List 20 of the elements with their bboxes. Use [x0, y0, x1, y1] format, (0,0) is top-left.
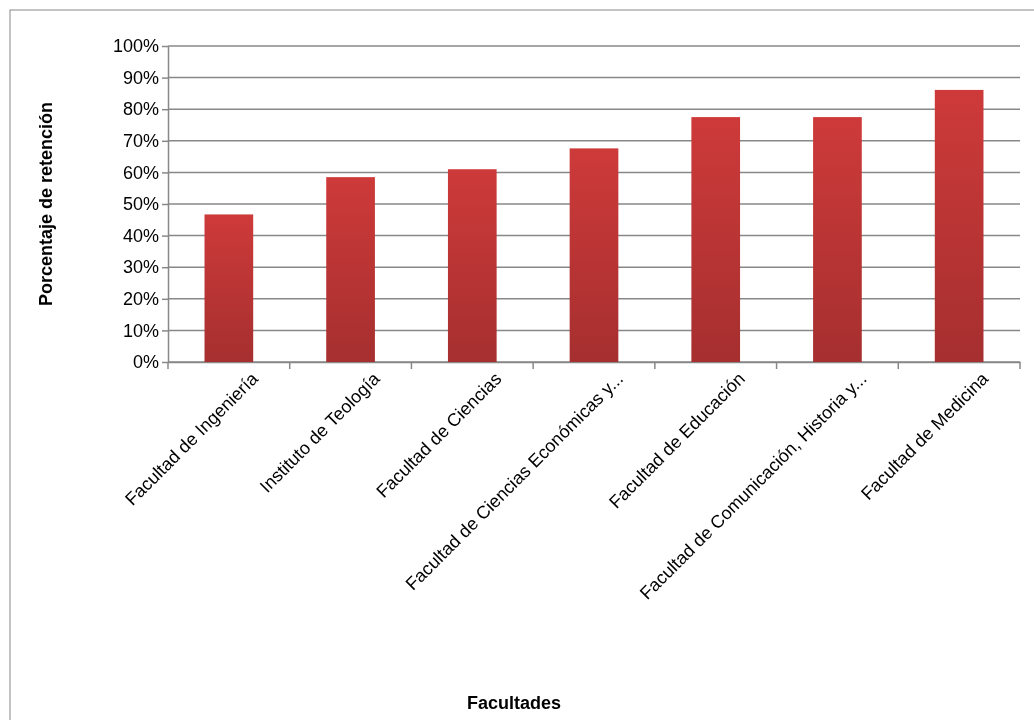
y-tick-label: 80% — [122, 99, 159, 120]
bar — [813, 117, 862, 362]
y-axis-title: Porcentaje de retención — [36, 101, 56, 307]
bar — [204, 214, 254, 362]
y-tick-label: 60% — [122, 162, 159, 183]
y-tick-label: 30% — [122, 257, 159, 278]
y-tick-label: 70% — [122, 131, 159, 152]
x-axis-title: Facultades — [466, 693, 562, 713]
y-tick-label: 40% — [122, 225, 159, 246]
y-tick-label: 0% — [132, 352, 159, 373]
y-tick-label: 100% — [112, 36, 159, 57]
bar — [569, 148, 619, 362]
y-tick-label: 10% — [122, 320, 159, 341]
bar — [447, 169, 497, 362]
bar — [934, 89, 984, 362]
y-tick-label: 90% — [122, 67, 159, 88]
y-tick-label: 50% — [122, 194, 159, 215]
y-tick-label: 20% — [122, 289, 159, 310]
bar — [326, 177, 375, 362]
bar — [691, 117, 741, 362]
